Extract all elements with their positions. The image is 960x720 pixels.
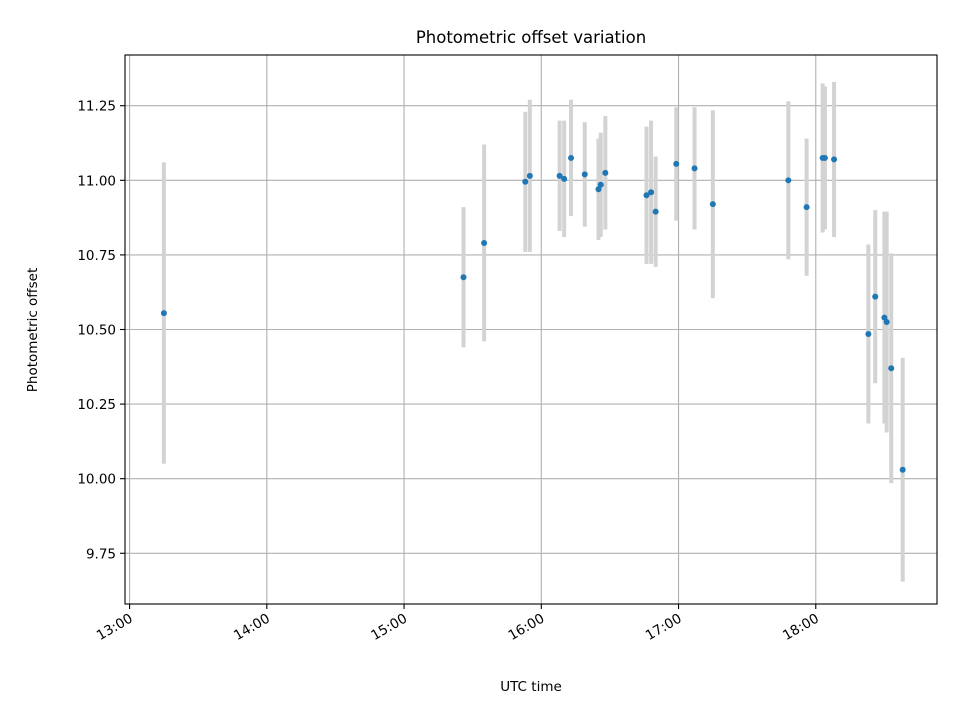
data-point [595,186,602,193]
data-point [785,177,792,184]
error-bars [161,81,905,582]
y-tick-label: 10.50 [77,323,116,339]
y-tick-label: 11.00 [77,173,116,189]
y-tick-label: 10.75 [77,248,116,264]
data-point [526,172,533,179]
data-point [865,330,872,337]
data-point [160,310,167,317]
data-points [160,154,906,473]
chart-title: Photometric offset variation [416,28,646,47]
y-axis-label: Photometric offset [25,268,41,392]
data-point [648,189,655,196]
data-point [821,154,828,161]
data-point [803,204,810,211]
data-point [481,239,488,246]
x-tick-label: 13:00 [94,611,136,644]
y-ticks: 9.75 10.00 10.25 10.50 10.75 11.00 11.25 [77,99,125,562]
y-tick-label: 10.25 [77,397,116,413]
data-point [556,172,563,179]
data-point [643,192,650,199]
y-tick-label: 10.00 [77,472,116,488]
data-point [881,314,888,321]
x-tick-label: 16:00 [506,611,548,644]
x-ticks: 13:00 14:00 15:00 16:00 17:00 18:00 [94,604,822,644]
data-point [652,208,659,215]
data-point [888,365,895,372]
data-point [899,466,906,473]
x-tick-label: 14:00 [231,611,273,644]
x-axis-label: UTC time [500,679,562,695]
data-point [691,165,698,172]
data-point [460,274,467,281]
data-point [673,160,680,167]
x-tick-label: 17:00 [643,611,685,644]
x-tick-label: 15:00 [368,611,410,644]
data-point [831,156,838,163]
data-point [568,154,575,161]
data-point [581,171,588,178]
data-point [597,181,604,188]
data-point [709,201,716,208]
data-point [872,293,879,300]
data-point [883,319,890,326]
y-tick-label: 9.75 [86,546,116,562]
data-point [561,175,568,182]
y-tick-label: 11.25 [77,99,116,115]
data-point [522,178,529,185]
x-tick-label: 18:00 [780,611,822,644]
data-point [602,169,609,176]
